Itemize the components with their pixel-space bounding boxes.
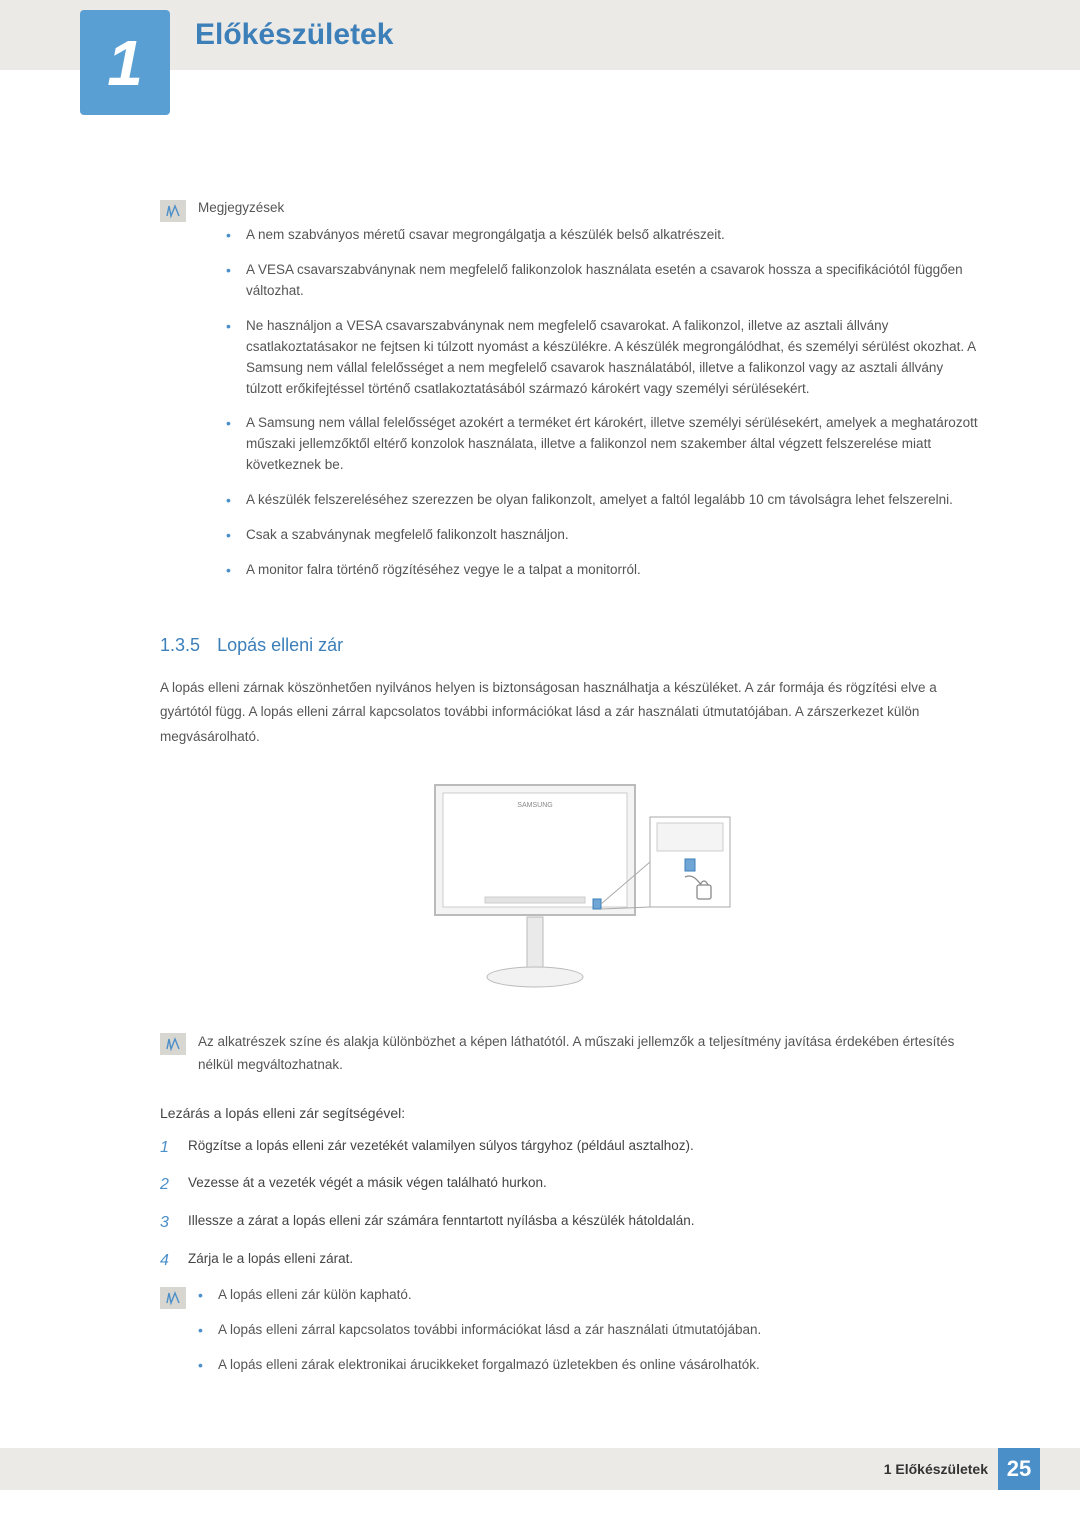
note-icon bbox=[160, 1287, 186, 1309]
note-icon bbox=[160, 200, 186, 222]
step-item: 2Vezesse át a vezeték végét a másik vége… bbox=[160, 1172, 980, 1198]
section-number: 1.3.5 bbox=[160, 635, 200, 655]
notes-title: Megjegyzések bbox=[198, 200, 980, 215]
step-number: 3 bbox=[160, 1210, 188, 1236]
note-item: A Samsung nem vállal felelősséget azokér… bbox=[226, 413, 980, 476]
footer-chapter-label: 1 Előkészületek bbox=[884, 1461, 988, 1477]
bottom-notes-list: A lopás elleni zár külön kapható. A lopá… bbox=[198, 1285, 761, 1390]
page-footer: 1 Előkészületek 25 bbox=[0, 1448, 1080, 1490]
step-number: 2 bbox=[160, 1172, 188, 1198]
chapter-title: Előkészületek bbox=[195, 0, 393, 70]
step-item: 1Rögzítse a lopás elleni zár vezetékét v… bbox=[160, 1135, 980, 1161]
note-item: A monitor falra történő rögzítéséhez veg… bbox=[226, 560, 980, 581]
note-item: A nem szabványos méretű csavar megrongál… bbox=[226, 225, 980, 246]
notes-list: A nem szabványos méretű csavar megrongál… bbox=[198, 225, 980, 581]
section-heading: 1.3.5 Lopás elleni zár bbox=[160, 635, 980, 656]
step-number: 1 bbox=[160, 1135, 188, 1161]
note-item: A lopás elleni zár külön kapható. bbox=[198, 1285, 761, 1306]
brand-label: SAMSUNG bbox=[517, 802, 552, 809]
diagram-note: Az alkatrészek színe és alakja különbözh… bbox=[160, 1031, 980, 1077]
chapter-header: 1 Előkészületek bbox=[0, 0, 1080, 70]
monitor-lock-diagram: SAMSUNG bbox=[405, 777, 735, 997]
step-item: 4Zárja le a lopás elleni zárat. bbox=[160, 1248, 980, 1274]
diagram-container: SAMSUNG bbox=[160, 777, 980, 997]
section-title: Lopás elleni zár bbox=[217, 635, 343, 655]
section-intro: A lopás elleni zárnak köszönhetően nyilv… bbox=[160, 676, 980, 749]
note-icon bbox=[160, 1033, 186, 1055]
steps-list: 1Rögzítse a lopás elleni zár vezetékét v… bbox=[160, 1135, 980, 1273]
step-text: Zárja le a lopás elleni zárat. bbox=[188, 1248, 353, 1274]
step-item: 3Illessze a zárat a lopás elleni zár szá… bbox=[160, 1210, 980, 1236]
step-text: Illessze a zárat a lopás elleni zár szám… bbox=[188, 1210, 695, 1236]
note-item: A lopás elleni zárral kapcsolatos tovább… bbox=[198, 1320, 761, 1341]
diagram-note-text: Az alkatrészek színe és alakja különbözh… bbox=[198, 1031, 980, 1077]
note-item: A VESA csavarszabványnak nem megfelelő f… bbox=[226, 260, 980, 302]
steps-subheading: Lezárás a lopás elleni zár segítségével: bbox=[160, 1105, 980, 1121]
bottom-notes: A lopás elleni zár külön kapható. A lopá… bbox=[160, 1285, 980, 1390]
note-item: Ne használjon a VESA csavarszabványnak n… bbox=[226, 316, 980, 400]
note-item: Csak a szabványnak megfelelő falikonzolt… bbox=[226, 525, 980, 546]
note-item: A lopás elleni zárak elektronikai árucik… bbox=[198, 1355, 761, 1376]
step-number: 4 bbox=[160, 1248, 188, 1274]
chapter-number-badge: 1 bbox=[80, 10, 170, 115]
page-number: 25 bbox=[998, 1448, 1040, 1490]
note-item: A készülék felszereléséhez szerezzen be … bbox=[226, 490, 980, 511]
chapter-number: 1 bbox=[107, 26, 143, 100]
notes-section: Megjegyzések A nem szabványos méretű csa… bbox=[160, 200, 980, 595]
step-text: Vezesse át a vezeték végét a másik végen… bbox=[188, 1172, 547, 1198]
step-text: Rögzítse a lopás elleni zár vezetékét va… bbox=[188, 1135, 694, 1161]
